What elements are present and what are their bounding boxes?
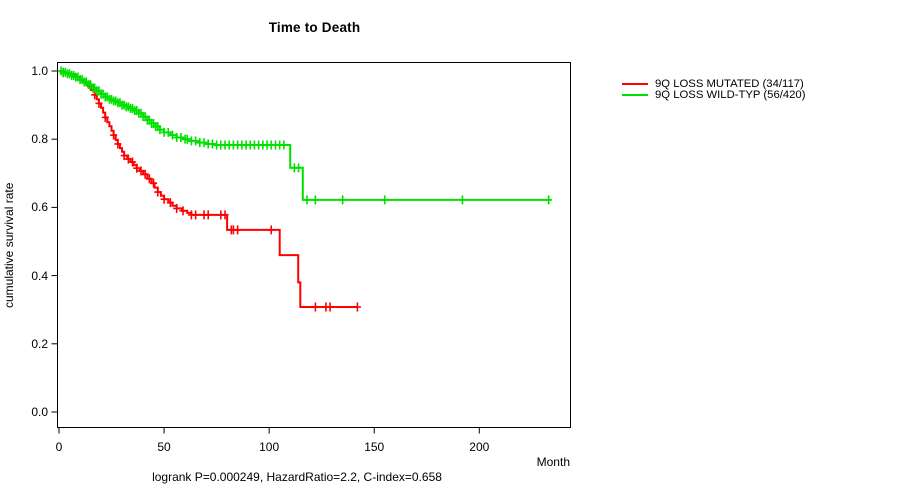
y-tick-label: 0.8 <box>31 132 48 147</box>
censor-marks-mutated <box>59 68 361 312</box>
legend-label: 9Q LOSS WILD-TYP (56/420) <box>655 89 806 102</box>
x-axis-title: Month <box>536 455 570 469</box>
legend-line-red <box>622 82 648 85</box>
plot-border-box <box>57 62 571 428</box>
y-tick-label: 0.2 <box>31 336 48 351</box>
legend: 9Q LOSS MUTATED (34/117) 9Q LOSS WILD-TY… <box>622 78 805 101</box>
legend-label: 9Q LOSS MUTATED (34/117) <box>655 77 804 90</box>
survival-curve-wildtype <box>59 70 551 201</box>
stats-annotation: logrank P=0.000249, HazardRatio=2.2, C-i… <box>152 470 442 484</box>
y-tick-label: 0.6 <box>31 200 48 215</box>
legend-line-green <box>622 94 648 97</box>
y-axis-title: cumulative survival rate <box>2 182 16 308</box>
legend-item-mutated: 9Q LOSS MUTATED (34/117) <box>622 78 805 90</box>
x-tick-label: 150 <box>364 440 385 454</box>
y-tick-label: 0.4 <box>31 268 48 283</box>
y-tick-label: 1.0 <box>31 64 48 78</box>
survival-curves <box>57 66 553 312</box>
y-tick-label: 0.0 <box>31 405 48 419</box>
x-tick-label: 0 <box>55 440 63 454</box>
x-tick-label: 200 <box>469 440 490 454</box>
x-tick-label: 50 <box>157 440 171 454</box>
axis-tick-marks <box>51 70 480 434</box>
censor-marks-wildtype <box>57 66 553 205</box>
survival-curve-mutated <box>59 70 358 308</box>
x-tick-label: 100 <box>259 440 280 454</box>
legend-item-wildtype: 9Q LOSS WILD-TYP (56/420) <box>622 89 806 102</box>
chart-title: Time to Death <box>268 20 361 35</box>
